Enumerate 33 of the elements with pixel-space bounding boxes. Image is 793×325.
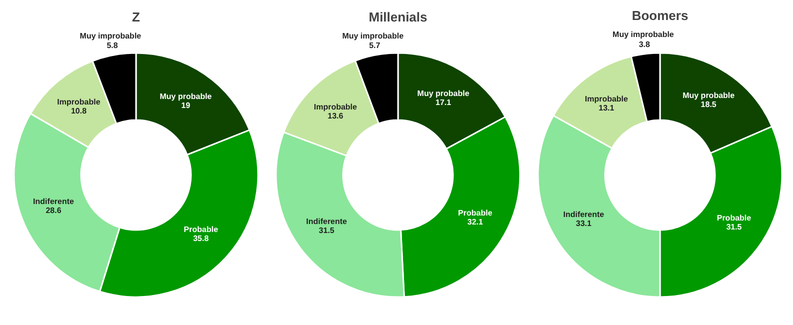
data-label: 10.8 [70,106,88,116]
slice-label: Muy improbable [612,30,674,40]
data-label: 17.1 [436,98,452,107]
slice-label: Improbable [584,94,629,104]
slice-label: Improbable [57,98,101,107]
data-label: 35.8 [193,234,210,244]
slice-label: Probable [184,225,219,234]
slice-label: Improbable [314,102,358,112]
data-label: 3.8 [638,40,651,49]
slice-label: Indiferente [33,197,75,206]
slice-label: Muy probable [682,91,736,100]
data-label: 33.1 [576,218,592,228]
slice-label: Indiferente [306,217,348,226]
data-label: 32.1 [467,217,484,226]
slice-label: Muy improbable [342,31,404,40]
slice-label: Muy probable [160,92,212,101]
data-label: 31.5 [318,226,335,236]
chart-title: Millenials [368,9,428,24]
data-label: 5.8 [106,41,118,50]
data-label: 5.7 [369,41,381,50]
data-label: 19 [181,100,191,110]
slice-label: Probable [458,208,493,218]
data-label: 18.5 [700,100,717,110]
data-label: 31.5 [726,222,742,232]
data-label: 13.1 [598,104,615,113]
data-label: 28.6 [46,206,62,216]
chart-title: Boomers [632,8,688,24]
slice-label: Muy improbable [80,31,142,40]
slice-label: Probable [716,214,752,223]
slice-label: Indiferente [563,210,605,219]
slice-label: Muy probable [417,88,470,98]
data-label: 13.6 [328,111,344,120]
chart-title: Z [132,9,140,24]
